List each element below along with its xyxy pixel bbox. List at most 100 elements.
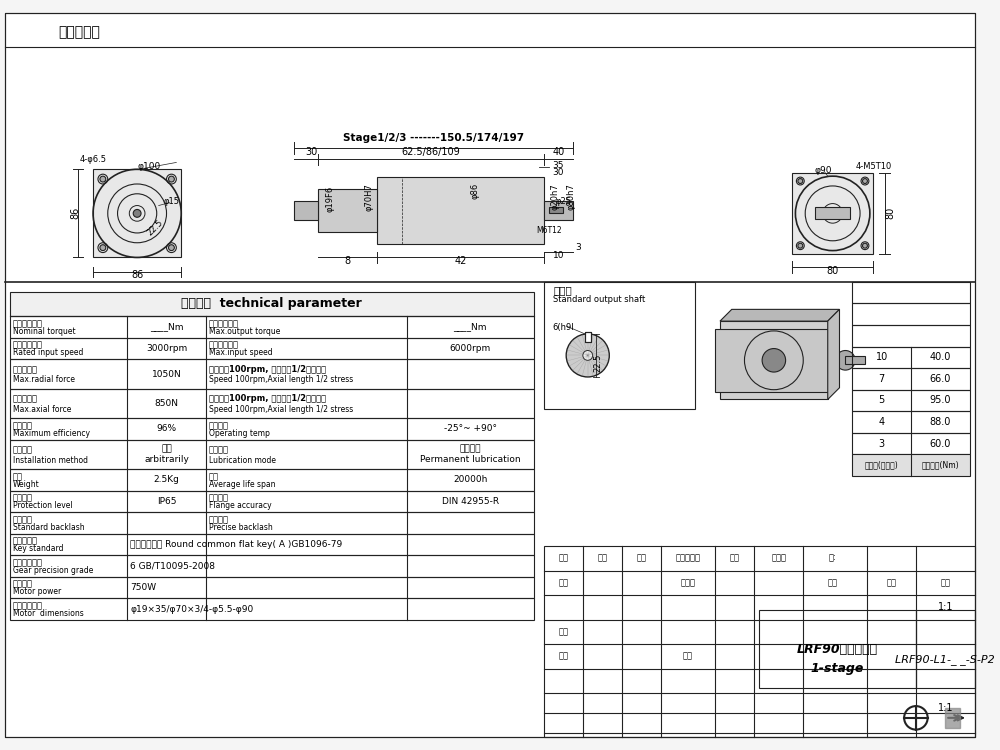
Text: 批准: 批准: [683, 652, 693, 661]
Text: 输出转速100rpm, 输出轴长1/2处为受力: 输出转速100rpm, 输出轴长1/2处为受力: [209, 365, 326, 374]
Bar: [720, 321, 828, 400]
Text: Motor power: Motor power: [13, 587, 61, 596]
Text: φ80h7: φ80h7: [567, 183, 576, 210]
Bar: [294, 201, 318, 220]
Text: 6(h9l: 6(h9l: [552, 323, 574, 332]
Text: 客户名称：: 客户名称：: [59, 26, 101, 39]
Text: 40: 40: [552, 147, 564, 157]
Text: Maximum efficiency: Maximum efficiency: [13, 429, 90, 438]
Text: Speed 100rpm,Axial length 1/2 stress: Speed 100rpm,Axial length 1/2 stress: [209, 405, 353, 414]
Bar: [585, 332, 591, 342]
Text: 最大轴向力: 最大轴向力: [13, 394, 38, 404]
Bar: [10, 490, 534, 512]
Bar: [10, 338, 534, 359]
Text: Gear precision grade: Gear precision grade: [13, 566, 93, 574]
Text: 设计: 设计: [558, 578, 568, 587]
Circle shape: [798, 243, 803, 248]
Circle shape: [100, 244, 106, 250]
Text: 年月日: 年月日: [771, 554, 786, 562]
Text: LRF90-L1-_ _-S-P2: LRF90-L1-_ _-S-P2: [895, 653, 995, 664]
Text: φ90: φ90: [814, 166, 832, 175]
Bar: [10, 292, 534, 316]
Text: 精密侧隙: 精密侧隙: [209, 515, 229, 524]
Text: Standard backlash: Standard backlash: [13, 523, 84, 532]
Text: 标准轴: 标准轴: [553, 285, 572, 295]
Bar: [792, 173, 873, 254]
Text: Precise backlash: Precise backlash: [209, 523, 272, 532]
Bar: [916, 610, 975, 689]
Text: Motor  dimensions: Motor dimensions: [13, 609, 83, 618]
Text: 重量: 重量: [886, 578, 896, 587]
Text: 输出转速100rpm, 输出轴长1/2处为受力: 输出转速100rpm, 输出轴长1/2处为受力: [209, 394, 326, 404]
Text: 润滑方式: 润滑方式: [209, 446, 229, 454]
Text: 2.5Kg: 2.5Kg: [154, 476, 179, 484]
Polygon shape: [720, 309, 839, 321]
Bar: [715, 329, 833, 392]
Text: 输出键标准: 输出键标准: [13, 537, 38, 546]
Text: 1-stage: 1-stage: [811, 662, 864, 675]
Text: 86: 86: [70, 207, 80, 220]
Bar: [10, 440, 534, 469]
Bar: [852, 390, 970, 411]
Text: 签名: 签名: [730, 554, 740, 562]
Text: 5: 5: [878, 395, 885, 406]
Text: 88.0: 88.0: [930, 417, 951, 427]
Text: 1:1: 1:1: [938, 602, 953, 612]
Text: 圆头普通平键 Round common flat key( A )GB1096-79: 圆头普通平键 Round common flat key( A )GB1096-…: [130, 540, 343, 549]
Bar: [845, 356, 865, 364]
Text: Key standard: Key standard: [13, 544, 63, 554]
Text: 95.0: 95.0: [930, 395, 951, 406]
Circle shape: [798, 178, 803, 184]
Text: 86: 86: [131, 270, 143, 280]
Text: 10: 10: [553, 251, 564, 260]
Text: 最大径向力: 最大径向力: [13, 365, 38, 374]
Bar: [10, 534, 534, 555]
Text: 6 GB/T10095-2008: 6 GB/T10095-2008: [130, 562, 215, 571]
Text: φ15: φ15: [163, 197, 179, 206]
Text: Standard output shaft: Standard output shaft: [553, 295, 646, 304]
Bar: [852, 454, 970, 476]
Text: 寿命: 寿命: [209, 472, 219, 481]
Circle shape: [168, 176, 174, 182]
Text: 62.5/86/109: 62.5/86/109: [402, 147, 460, 157]
Text: DIN 42955-R: DIN 42955-R: [442, 496, 499, 506]
Text: 4-φ6.5: 4-φ6.5: [80, 155, 107, 164]
Text: 60.0: 60.0: [930, 439, 951, 448]
Text: 电机功率: 电机功率: [13, 580, 33, 589]
Bar: [10, 512, 534, 534]
Bar: [852, 325, 970, 346]
Polygon shape: [945, 708, 960, 728]
Text: 3000rpm: 3000rpm: [146, 344, 187, 353]
Text: 22.5: 22.5: [593, 354, 602, 373]
Text: 850N: 850N: [155, 399, 179, 408]
Text: 安装方式: 安装方式: [13, 446, 33, 454]
Text: φ86: φ86: [471, 183, 480, 199]
Text: Weight: Weight: [13, 479, 39, 488]
Text: 齿轮精度等级: 齿轮精度等级: [13, 558, 43, 567]
Text: 工艺: 工艺: [558, 652, 568, 661]
Text: ____Nm: ____Nm: [150, 322, 183, 332]
Text: 3: 3: [575, 243, 581, 252]
Text: 最大输出转矩: 最大输出转矩: [209, 320, 239, 328]
Text: 长效润滑
Permanent lubrication: 长效润滑 Permanent lubrication: [420, 445, 521, 464]
Bar: [544, 201, 573, 220]
Text: M6T12: M6T12: [537, 226, 562, 235]
Text: 42: 42: [454, 256, 467, 266]
Text: 技术参数  technical parameter: 技术参数 technical parameter: [181, 297, 362, 310]
Text: Operating temp: Operating temp: [209, 429, 270, 438]
Text: 80: 80: [827, 266, 839, 276]
Text: 6000rpm: 6000rpm: [450, 344, 491, 353]
Text: 20000h: 20000h: [453, 476, 487, 484]
Text: 比例: 比例: [940, 578, 950, 587]
Text: 额定转矩(Nm): 额定转矩(Nm): [922, 460, 959, 470]
Text: 分区: 分区: [637, 554, 647, 562]
Text: Flange accuracy: Flange accuracy: [209, 501, 271, 510]
Text: 30: 30: [553, 168, 564, 177]
Text: Rated input speed: Rated input speed: [13, 348, 83, 357]
Text: Max.axial force: Max.axial force: [13, 405, 71, 414]
Text: 标准化: 标准化: [680, 578, 695, 587]
Bar: [10, 469, 534, 490]
Text: IP65: IP65: [157, 496, 176, 506]
Bar: [544, 282, 695, 410]
Text: 66.0: 66.0: [930, 374, 951, 384]
